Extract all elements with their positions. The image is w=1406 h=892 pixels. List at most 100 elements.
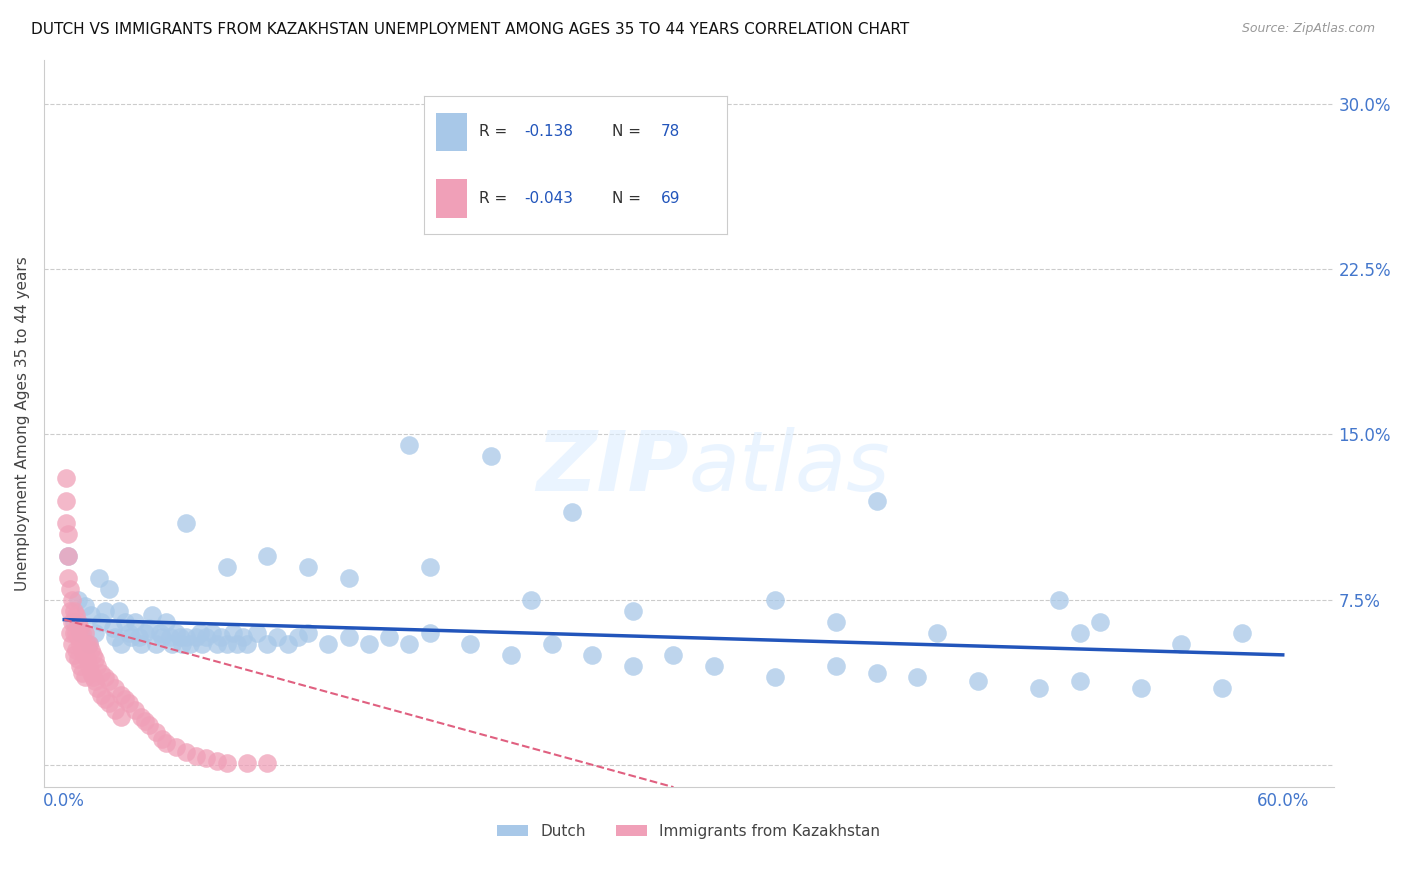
Point <box>141 608 163 623</box>
Point <box>76 652 98 666</box>
Point <box>90 615 112 629</box>
Point <box>110 709 132 723</box>
Point <box>72 665 94 680</box>
Point <box>1170 637 1192 651</box>
Point <box>60 637 83 651</box>
Point <box>357 637 380 651</box>
Point <box>63 625 86 640</box>
Point <box>63 604 86 618</box>
Point <box>460 637 482 651</box>
Point <box>138 621 160 635</box>
Point <box>159 630 181 644</box>
Point <box>174 516 197 530</box>
Point <box>236 637 259 651</box>
Point <box>79 608 101 623</box>
Point <box>266 630 288 644</box>
Point <box>825 659 848 673</box>
Point <box>825 615 848 629</box>
Point <box>232 630 254 644</box>
Point <box>1069 625 1091 640</box>
Point <box>97 582 120 596</box>
Point <box>419 559 441 574</box>
Point <box>69 625 91 640</box>
Point <box>97 674 120 689</box>
Point <box>82 648 104 662</box>
Point <box>72 643 94 657</box>
Point <box>1047 592 1070 607</box>
Point <box>73 670 96 684</box>
Point <box>316 637 339 651</box>
Point <box>60 615 83 629</box>
Point <box>69 637 91 651</box>
Point <box>225 637 247 651</box>
Point <box>58 549 80 563</box>
Point <box>155 736 177 750</box>
Point <box>94 604 117 618</box>
Point <box>72 625 94 640</box>
Point <box>128 630 150 644</box>
Point <box>419 625 441 640</box>
Point <box>67 652 90 666</box>
Point <box>65 643 87 657</box>
Point <box>83 625 105 640</box>
Point <box>205 637 228 651</box>
Point <box>63 648 86 662</box>
Point <box>1069 674 1091 689</box>
Point <box>174 630 197 644</box>
Point <box>138 718 160 732</box>
Point <box>222 625 245 640</box>
Y-axis label: Unemployment Among Ages 35 to 44 years: Unemployment Among Ages 35 to 44 years <box>15 256 30 591</box>
Point <box>337 630 360 644</box>
Point <box>236 756 259 770</box>
Point <box>520 592 543 607</box>
Point <box>77 637 100 651</box>
Point <box>865 493 887 508</box>
Point <box>277 637 299 651</box>
Point <box>76 637 98 651</box>
Point <box>104 630 127 644</box>
Point <box>150 731 173 746</box>
Point <box>378 630 401 644</box>
Point <box>60 592 83 607</box>
Point <box>79 665 101 680</box>
Point <box>1211 681 1233 695</box>
Text: Source: ZipAtlas.com: Source: ZipAtlas.com <box>1241 22 1375 36</box>
Point <box>581 648 603 662</box>
Point <box>77 659 100 673</box>
Point <box>160 637 183 651</box>
Point <box>65 608 87 623</box>
Point <box>1230 625 1253 640</box>
Point <box>58 571 80 585</box>
Point <box>73 648 96 662</box>
Point <box>186 749 208 764</box>
Point <box>55 493 77 508</box>
Point <box>186 630 208 644</box>
Point <box>479 450 502 464</box>
Point <box>1088 615 1111 629</box>
Point <box>205 754 228 768</box>
Point <box>55 471 77 485</box>
Point <box>145 637 167 651</box>
Point <box>621 604 644 618</box>
Point <box>73 625 96 640</box>
Point <box>662 152 685 166</box>
Point <box>90 688 112 702</box>
Point <box>165 740 187 755</box>
Point <box>195 630 218 644</box>
Point <box>287 630 309 644</box>
Point <box>703 659 725 673</box>
Point <box>104 681 127 695</box>
Point <box>110 688 132 702</box>
Text: ZIP: ZIP <box>536 426 689 508</box>
Point <box>63 615 86 629</box>
Point <box>79 643 101 657</box>
Point <box>256 549 278 563</box>
Point <box>101 621 124 635</box>
Point <box>540 637 562 651</box>
Point <box>209 630 232 644</box>
Point <box>256 756 278 770</box>
Point <box>118 697 141 711</box>
Point <box>297 625 319 640</box>
Point <box>55 516 77 530</box>
Point <box>59 582 82 596</box>
